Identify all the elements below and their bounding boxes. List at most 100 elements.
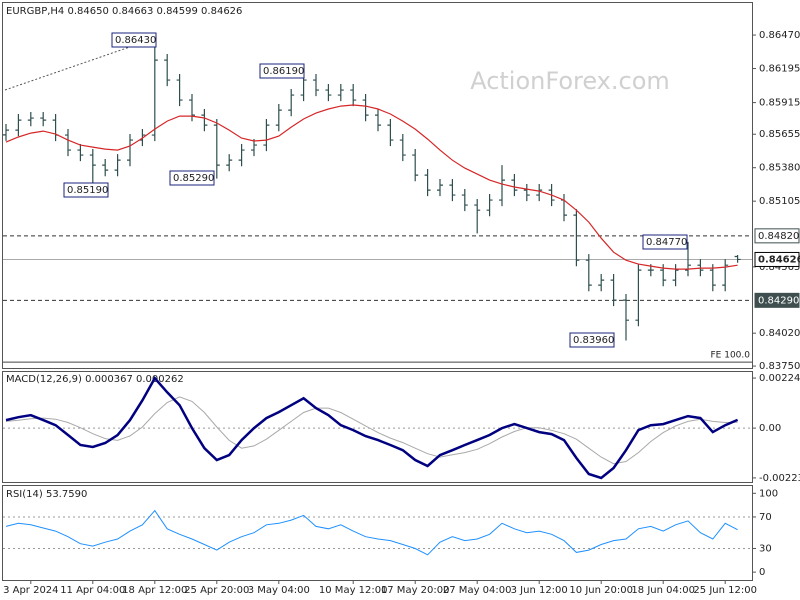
ohlc-bar bbox=[263, 119, 270, 152]
x-tick-label: 27 May 04:00 bbox=[443, 585, 512, 596]
level-label-box bbox=[754, 292, 800, 308]
x-tick-label: 18 Apr 12:00 bbox=[122, 585, 187, 596]
ohlc-bar bbox=[598, 274, 605, 292]
x-tick-label: 25 Apr 20:00 bbox=[184, 585, 249, 596]
x-tick-label: 3 Apr 2024 bbox=[3, 585, 58, 596]
fe-label: FE 100.0 bbox=[711, 351, 751, 361]
last-price-box bbox=[754, 251, 800, 267]
y-tick-label: 70 bbox=[759, 512, 772, 523]
ohlc-bar bbox=[226, 154, 233, 172]
ohlc-bar bbox=[350, 83, 357, 107]
y-tick-label: 0.84020 bbox=[759, 328, 800, 339]
ohlc-bar bbox=[623, 294, 629, 341]
y-tick-label: 0 bbox=[759, 567, 765, 578]
annotation-box bbox=[642, 234, 688, 250]
ohlc-bar bbox=[437, 179, 443, 197]
y-tick-label: 0.002248 bbox=[759, 373, 800, 384]
ohlc-bar bbox=[40, 111, 47, 127]
macd-line bbox=[5, 376, 739, 480]
ohlc-bar bbox=[536, 184, 543, 202]
x-tick-label: 3 May 04:00 bbox=[248, 585, 310, 596]
annotation-box bbox=[569, 332, 615, 348]
x-tick-label: 3 Jun 12:00 bbox=[511, 585, 568, 596]
ohlc-bar bbox=[65, 129, 71, 157]
ohlc-bar bbox=[164, 54, 171, 87]
level-label: 0.84820 bbox=[758, 231, 799, 242]
ohlc-bar bbox=[685, 241, 691, 277]
y-tick-label: 0.85915 bbox=[759, 98, 800, 109]
ohlc-bar bbox=[337, 83, 344, 102]
ohlc-bar bbox=[672, 264, 679, 287]
ohlc-bar bbox=[27, 111, 34, 127]
price-title: EURGBP,H4 0.84650 0.84663 0.84599 0.8462… bbox=[6, 6, 242, 17]
ohlc-bar bbox=[573, 209, 580, 267]
y-tick-label: 0.85655 bbox=[759, 129, 800, 140]
x-tick-label: 10 Jun 20:00 bbox=[569, 585, 633, 596]
ohlc-bar bbox=[635, 264, 642, 327]
x-tick-label: 25 Jun 12:00 bbox=[693, 585, 757, 596]
annotation-label: 0.83960 bbox=[573, 335, 614, 346]
ohlc-bar bbox=[449, 179, 456, 202]
ohlc-bar bbox=[15, 114, 22, 137]
watermark: ActionForex.com bbox=[470, 67, 670, 95]
ohlc-bar bbox=[585, 254, 592, 292]
moving-average bbox=[5, 104, 738, 270]
ohlc-bar bbox=[251, 138, 257, 157]
ohlc-bar bbox=[77, 143, 84, 162]
y-tick-label: 0.84565 bbox=[759, 262, 800, 273]
ohlc-bar bbox=[3, 124, 9, 141]
y-tick-label: 0.83750 bbox=[759, 361, 800, 372]
annotation-box bbox=[259, 63, 305, 79]
ohlc-bar bbox=[313, 73, 319, 97]
ohlc-bar bbox=[362, 93, 369, 122]
annotation-box bbox=[169, 170, 215, 186]
rsi-panel-frame bbox=[2, 485, 753, 581]
y-tick-label: 0.86195 bbox=[759, 64, 800, 75]
ohlc-bar bbox=[325, 83, 332, 102]
ohlc-bar bbox=[275, 104, 282, 132]
x-tick-label: 17 May 20:00 bbox=[381, 585, 450, 596]
y-tick-label: 0.85105 bbox=[759, 196, 800, 207]
annotation-label: 0.84770 bbox=[646, 237, 687, 248]
y-tick-label: 100 bbox=[759, 488, 778, 499]
ohlc-bar bbox=[176, 73, 183, 107]
y-tick-label: 0.00 bbox=[759, 423, 781, 434]
annotation-label: 0.86430 bbox=[115, 35, 156, 46]
last-price-label: 0.84626 bbox=[758, 254, 800, 265]
ohlc-bar bbox=[387, 119, 394, 147]
x-tick-label: 18 Jun 04:00 bbox=[631, 585, 695, 596]
annotation-label: 0.85190 bbox=[67, 185, 108, 196]
ohlc-bar bbox=[399, 133, 406, 162]
ohlc-bar bbox=[461, 188, 468, 212]
annotation-label: 0.86190 bbox=[263, 66, 304, 77]
ohlc-bar bbox=[213, 119, 220, 179]
ohlc-bar bbox=[127, 133, 133, 167]
level-label: 0.84290 bbox=[758, 295, 799, 306]
macd-panel-frame bbox=[2, 371, 753, 483]
annotation-box bbox=[63, 182, 109, 198]
x-tick-label: 11 Apr 04:00 bbox=[60, 585, 125, 596]
ohlc-bar bbox=[722, 259, 729, 292]
ohlc-bar bbox=[474, 198, 481, 234]
rsi-line bbox=[5, 509, 738, 556]
ohlc-bar bbox=[486, 193, 493, 217]
x-tick-label: 10 May 12:00 bbox=[319, 585, 388, 596]
annotation-label: 0.85290 bbox=[173, 173, 214, 184]
ohlc-bar bbox=[734, 254, 741, 263]
ohlc-bar bbox=[201, 109, 208, 132]
ohlc-bar bbox=[238, 143, 245, 167]
ohlc-bar bbox=[102, 159, 109, 177]
annotation-box bbox=[111, 32, 157, 48]
ohlc-bar bbox=[375, 109, 381, 132]
price-panel-frame bbox=[2, 2, 753, 369]
y-tick-label: 0.85380 bbox=[759, 163, 800, 174]
ohlc-bar bbox=[511, 174, 518, 197]
y-tick-label: 30 bbox=[759, 543, 772, 554]
ohlc-bar bbox=[523, 184, 530, 202]
ohlc-bar bbox=[288, 88, 295, 117]
level-label-box bbox=[754, 228, 800, 244]
ohlc-bar bbox=[499, 165, 505, 207]
trend-line bbox=[4, 39, 151, 91]
